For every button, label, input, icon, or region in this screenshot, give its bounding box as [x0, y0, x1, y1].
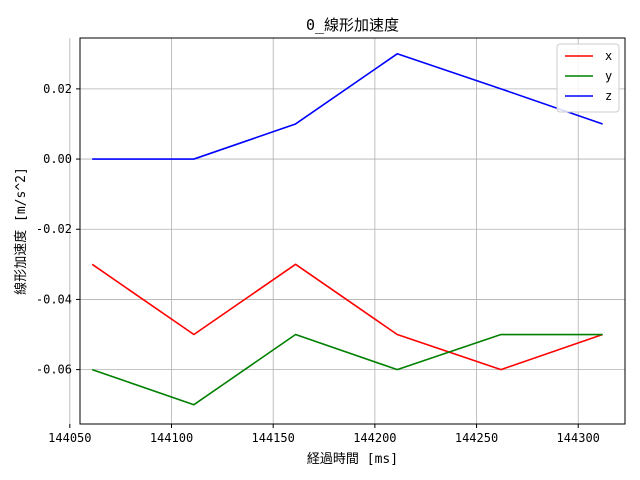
series-line-z [92, 52, 603, 160]
y-tick-label: -0.04 [36, 292, 72, 306]
x-axis-title: 経過時間 [ms] [307, 452, 398, 467]
series-lines [91, 52, 603, 406]
y-tick-label: 0.00 [43, 152, 72, 166]
chart-title: 0_線形加速度 [306, 16, 399, 34]
y-tick-label: -0.02 [36, 222, 72, 236]
legend-label-y: y [605, 69, 612, 83]
y-axis-ticks: -0.06 -0.04 -0.02 0.00 0.02 [36, 82, 80, 377]
x-tick-label: 144050 [48, 431, 91, 445]
series-line-y [91, 333, 603, 406]
x-tick-label: 144100 [150, 431, 193, 445]
y-axis-title: 線形加速度 [m/s^2] [13, 167, 29, 295]
legend: xyz [556, 43, 620, 113]
legend-label-x: x [605, 49, 612, 63]
x-tick-label: 144150 [252, 431, 295, 445]
legend-box [556, 43, 620, 113]
x-axis-ticks: 144050 144100 144150 144200 144250 144300 [48, 424, 600, 445]
grid [69, 38, 625, 424]
x-tick-label: 144250 [455, 431, 498, 445]
y-tick-label: 0.02 [43, 82, 72, 96]
series-line-x [91, 263, 603, 371]
plot-frame [79, 37, 626, 425]
x-tick-label: 144200 [353, 431, 396, 445]
x-tick-label: 144300 [557, 431, 600, 445]
legend-label-z: z [605, 89, 612, 103]
y-tick-label: -0.06 [36, 363, 72, 377]
